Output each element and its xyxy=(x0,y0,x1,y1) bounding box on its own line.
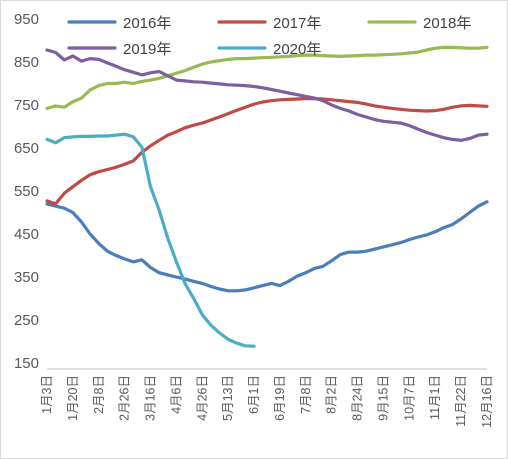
x-tick-label: 12月16日 xyxy=(480,375,494,428)
x-tick-label: 7月8日 xyxy=(299,375,313,414)
y-tick-label: 250 xyxy=(14,312,39,329)
series-line-3 xyxy=(45,45,489,111)
series-lines xyxy=(45,45,489,348)
series-line-4 xyxy=(45,48,489,142)
x-tick-label: 8月2日 xyxy=(325,375,339,414)
x-tick-label: 11月22日 xyxy=(454,375,468,427)
x-tick-label: 9月15日 xyxy=(376,375,390,421)
x-tick-label: 5月13日 xyxy=(221,375,235,421)
y-tick-label: 850 xyxy=(14,54,39,71)
series-line-5 xyxy=(45,132,256,348)
y-tick-label: 450 xyxy=(14,226,39,243)
series-line-1 xyxy=(45,200,489,293)
x-tick-label: 3月16日 xyxy=(144,375,158,421)
x-tick-label: 2月26日 xyxy=(118,375,132,421)
y-tick-label: 650 xyxy=(14,140,39,157)
x-tick-label: 6月1日 xyxy=(247,375,261,414)
x-tick-label: 8月24日 xyxy=(351,375,365,421)
y-axis: 150 250 350 450 550 650 750 850 950 xyxy=(14,11,39,372)
y-tick-label: 550 xyxy=(14,183,39,200)
y-tick-label: 350 xyxy=(14,269,39,286)
y-tick-label: 750 xyxy=(14,97,39,114)
x-tick-label: 2月8日 xyxy=(92,375,106,414)
legend-label: 2016年 xyxy=(123,15,171,32)
legend-label: 2017年 xyxy=(273,15,321,32)
y-tick-label: 150 xyxy=(14,355,39,372)
x-tick-label: 10月7日 xyxy=(402,375,416,421)
x-tick-label: 1月3日 xyxy=(40,375,54,414)
legend-label: 2020年 xyxy=(273,41,321,58)
x-tick-label: 1月20日 xyxy=(66,375,80,421)
series-line-2 xyxy=(45,96,489,206)
legend-label: 2018年 xyxy=(423,15,471,32)
x-tick-label: 6月19日 xyxy=(273,375,287,421)
legend: 2016年 2017年 2018年 2019年 2020年 xyxy=(67,15,471,58)
y-tick-label: 950 xyxy=(14,11,39,28)
x-tick-label: 4月26日 xyxy=(195,375,209,421)
x-tick-label: 11月1日 xyxy=(428,375,442,420)
legend-label: 2019年 xyxy=(123,41,171,58)
x-axis: 1月3日 1月20日 2月8日 2月26日 3月16日 4月6日 4月26日 5月13日 6月1… xyxy=(40,368,494,428)
x-tick-label: 4月6日 xyxy=(169,375,183,414)
